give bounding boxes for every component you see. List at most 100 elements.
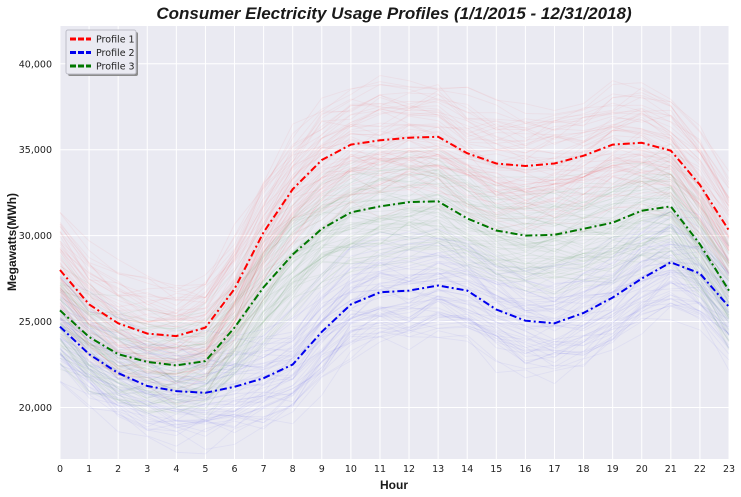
x-tick-label-1: 1 bbox=[86, 464, 92, 475]
trace-2-33 bbox=[59, 224, 730, 396]
trace-2-37 bbox=[59, 168, 730, 339]
trace-1-35 bbox=[59, 317, 730, 450]
trace-1-41 bbox=[59, 243, 730, 363]
trace-2-0 bbox=[59, 168, 730, 333]
x-tick-label-13: 13 bbox=[432, 464, 444, 475]
x-tick-label-5: 5 bbox=[202, 464, 208, 475]
x-tick-label-7: 7 bbox=[261, 464, 267, 475]
x-tick-label-2: 2 bbox=[115, 464, 121, 475]
trace-1-51 bbox=[59, 294, 730, 422]
x-tick-label-4: 4 bbox=[173, 464, 179, 475]
trace-0-32 bbox=[59, 173, 730, 385]
trace-2-2 bbox=[59, 215, 730, 399]
x-tick-label-3: 3 bbox=[144, 464, 150, 475]
trace-2-19 bbox=[59, 172, 730, 344]
trace-1-3 bbox=[59, 305, 730, 455]
legend-box bbox=[65, 29, 137, 75]
trace-2-11 bbox=[59, 219, 730, 402]
trace-2-46 bbox=[59, 164, 730, 332]
trace-2-14 bbox=[59, 254, 730, 410]
trace-1-20 bbox=[59, 238, 730, 375]
x-tick-label-10: 10 bbox=[345, 464, 357, 475]
trace-0-58 bbox=[59, 89, 730, 302]
trace-2-69 bbox=[59, 169, 730, 355]
x-tick-label-0: 0 bbox=[57, 464, 63, 475]
trace-2-35 bbox=[59, 174, 730, 340]
trace-0-37 bbox=[59, 140, 730, 363]
y-axis-label: Megawatts(MWh) bbox=[5, 193, 19, 291]
y-axis: 20,000 25,000 30,000 35,000 40,000 bbox=[19, 59, 52, 414]
legend-label-profile-1: Profile 1 bbox=[96, 35, 135, 46]
trace-0-63 bbox=[59, 123, 730, 324]
x-tick-label-17: 17 bbox=[548, 464, 560, 475]
y-tick-label-2: 30,000 bbox=[19, 231, 52, 242]
trace-0-42 bbox=[59, 157, 730, 374]
trace-2-41 bbox=[59, 228, 730, 406]
trace-2-30 bbox=[59, 198, 730, 371]
trace-2-64 bbox=[59, 221, 730, 402]
trace-2-17 bbox=[59, 210, 730, 381]
trace-1-47 bbox=[59, 298, 730, 425]
trace-0-49 bbox=[59, 149, 730, 360]
trace-0-7 bbox=[59, 83, 730, 293]
trace-1-48 bbox=[59, 226, 730, 368]
trace-2-4 bbox=[59, 230, 730, 399]
trace-0-22 bbox=[59, 109, 730, 317]
series-line-profile-1 bbox=[59, 135, 730, 338]
trace-1-0 bbox=[59, 261, 730, 399]
trace-2-5 bbox=[59, 142, 730, 327]
x-tick-label-12: 12 bbox=[403, 464, 415, 475]
x-tick-label-6: 6 bbox=[231, 464, 237, 475]
trace-1-14 bbox=[59, 297, 730, 429]
trace-1-27 bbox=[59, 251, 730, 384]
trace-0-50 bbox=[59, 147, 730, 355]
x-tick-label-11: 11 bbox=[374, 464, 386, 475]
trace-2-53 bbox=[59, 233, 730, 403]
trace-0-26 bbox=[59, 94, 730, 302]
trace-2-27 bbox=[59, 204, 730, 375]
trace-0-16 bbox=[59, 126, 730, 334]
trace-0-28 bbox=[59, 150, 730, 362]
trace-0-59 bbox=[59, 168, 730, 384]
trace-0-33 bbox=[59, 147, 730, 358]
trace-2-49 bbox=[59, 214, 730, 390]
daily-traces bbox=[59, 74, 730, 455]
trace-0-21 bbox=[59, 166, 730, 367]
trace-1-34 bbox=[59, 246, 730, 382]
trace-0-64 bbox=[59, 154, 730, 360]
trace-2-29 bbox=[59, 203, 730, 386]
x-tick-label-20: 20 bbox=[636, 464, 648, 475]
trace-2-6 bbox=[59, 157, 730, 330]
y-tick-label-0: 20,000 bbox=[19, 403, 52, 414]
trace-0-60 bbox=[59, 170, 730, 362]
trace-0-29 bbox=[59, 147, 730, 364]
trace-2-42 bbox=[59, 245, 730, 421]
trace-0-18 bbox=[59, 149, 730, 369]
trace-2-23 bbox=[59, 240, 730, 406]
trace-2-51 bbox=[59, 199, 730, 367]
trace-2-10 bbox=[59, 170, 730, 336]
trace-0-3 bbox=[59, 106, 730, 317]
x-tick-label-18: 18 bbox=[578, 464, 590, 475]
trace-1-59 bbox=[59, 302, 730, 433]
trace-0-69 bbox=[59, 122, 730, 324]
trace-1-28 bbox=[59, 225, 730, 369]
trace-0-61 bbox=[59, 150, 730, 346]
trace-2-61 bbox=[59, 176, 730, 350]
trace-0-23 bbox=[59, 94, 730, 306]
trace-1-45 bbox=[59, 216, 730, 352]
trace-2-9 bbox=[59, 214, 730, 383]
trace-2-52 bbox=[59, 230, 730, 405]
trace-0-51 bbox=[59, 84, 730, 304]
trace-1-17 bbox=[59, 243, 730, 385]
y-tick-label-1: 25,000 bbox=[19, 317, 52, 328]
trace-2-16 bbox=[59, 219, 730, 395]
trace-2-59 bbox=[59, 184, 730, 365]
y-tick-label-4: 40,000 bbox=[19, 59, 52, 70]
trace-2-56 bbox=[59, 241, 730, 415]
trace-1-39 bbox=[59, 262, 730, 395]
trace-0-27 bbox=[59, 108, 730, 323]
trace-0-2 bbox=[59, 178, 730, 378]
trace-2-50 bbox=[59, 158, 730, 338]
trace-1-42 bbox=[59, 271, 730, 412]
